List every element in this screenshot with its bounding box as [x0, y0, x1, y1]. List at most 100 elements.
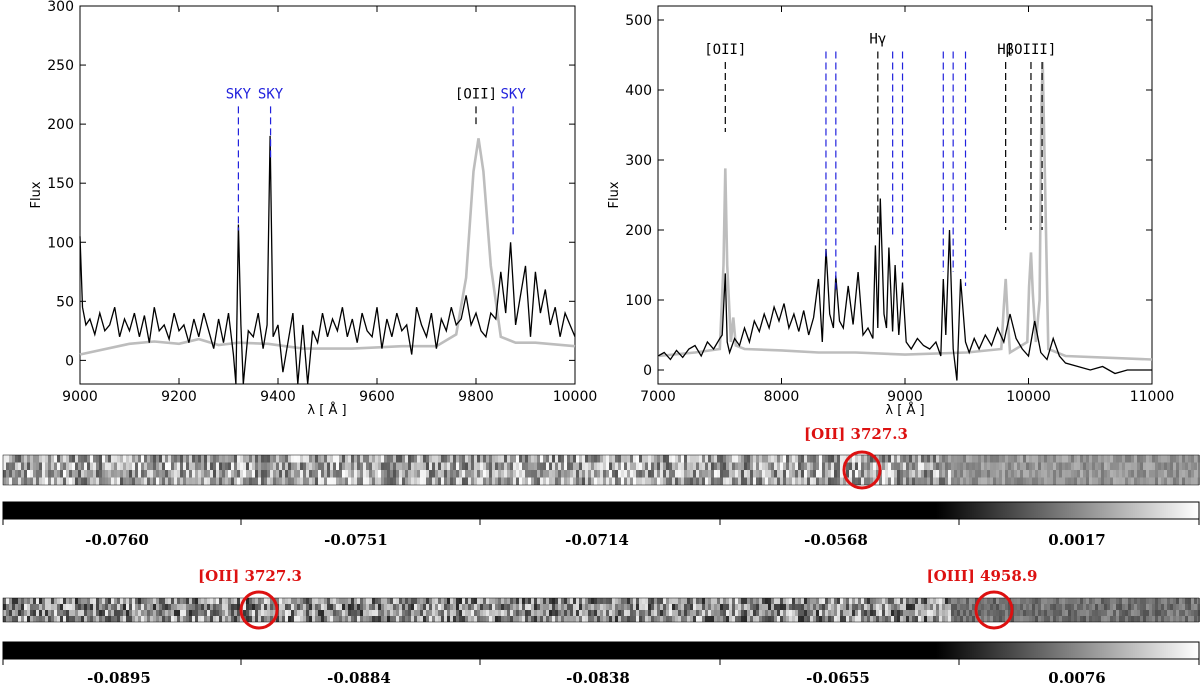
strip-pixel: [588, 462, 591, 470]
strip-pixel: [3, 477, 6, 485]
strip-pixel: [915, 455, 918, 463]
strip-pixel: [180, 604, 183, 610]
x-tick-label: 9600: [359, 389, 395, 405]
strip-pixel: [483, 598, 486, 604]
strip-pixel: [1197, 455, 1200, 463]
strip-pixel: [1077, 462, 1080, 470]
strip-pixel: [45, 470, 48, 478]
strip-pixel: [291, 470, 294, 478]
strip-pixel: [177, 598, 180, 604]
strip-pixel: [786, 598, 789, 604]
strip-pixel: [723, 470, 726, 478]
strip-pixel: [297, 598, 300, 604]
strip-pixel: [1068, 604, 1071, 610]
strip-pixel: [969, 604, 972, 610]
strip-pixel: [384, 598, 387, 604]
strip-pixel: [360, 462, 363, 470]
strip-pixel: [747, 477, 750, 485]
strip-pixel: [738, 477, 741, 485]
strip-pixel: [1074, 616, 1077, 622]
strip-pixel: [696, 470, 699, 478]
strip-pixel: [759, 604, 762, 610]
strip-pixel: [1035, 455, 1038, 463]
strip-pixel: [1056, 610, 1059, 616]
strip-pixel: [903, 455, 906, 463]
strip-pixel: [798, 470, 801, 478]
strip-pixel: [909, 477, 912, 485]
strip-pixel: [561, 610, 564, 616]
strip-pixel: [432, 604, 435, 610]
strip-pixel: [306, 455, 309, 463]
strip-pixel: [744, 477, 747, 485]
strip-pixel: [306, 610, 309, 616]
strip-pixel: [804, 616, 807, 622]
strip-pixel: [339, 455, 342, 463]
strip-pixel: [162, 604, 165, 610]
strip-pixel: [786, 477, 789, 485]
strip-pixel: [435, 477, 438, 485]
strip-pixel: [351, 604, 354, 610]
strip-pixel: [324, 470, 327, 478]
strip-pixel: [216, 477, 219, 485]
strip-pixel: [1014, 470, 1017, 478]
strip-pixel: [432, 462, 435, 470]
strip-pixel: [138, 477, 141, 485]
strip-pixel: [171, 616, 174, 622]
strip-pixel: [585, 470, 588, 478]
strip-pixel: [867, 477, 870, 485]
strip-pixel: [12, 598, 15, 604]
strip-pixel: [705, 610, 708, 616]
strip-pixel: [642, 604, 645, 610]
strip-pixel: [696, 610, 699, 616]
strip-pixel: [825, 462, 828, 470]
strip-pixel: [699, 598, 702, 604]
strip-pixel: [840, 477, 843, 485]
strip-pixel: [1011, 462, 1014, 470]
strip-pixel: [1191, 462, 1194, 470]
strip-pixel: [774, 616, 777, 622]
strip-pixel: [624, 470, 627, 478]
strip-pixel: [1161, 598, 1164, 604]
strip-pixel: [873, 604, 876, 610]
strip-pixel: [249, 616, 252, 622]
strip-pixel: [558, 610, 561, 616]
strip-pixel: [456, 604, 459, 610]
strip-pixel: [66, 604, 69, 610]
strip-pixel: [48, 604, 51, 610]
strip-pixel: [1053, 477, 1056, 485]
strip-pixel: [861, 598, 864, 604]
strip-pixel: [108, 610, 111, 616]
strip-pixel: [1128, 610, 1131, 616]
strip-pixel: [1032, 462, 1035, 470]
strip-pixel: [747, 455, 750, 463]
strip-pixel: [60, 477, 63, 485]
strip-pixel: [840, 462, 843, 470]
strip-pixel: [156, 462, 159, 470]
strip-pixel: [771, 470, 774, 478]
strip-pixel: [804, 610, 807, 616]
strip-pixel: [549, 477, 552, 485]
strip-pixel: [1137, 462, 1140, 470]
strip-pixel: [552, 598, 555, 604]
strip-pixel: [228, 462, 231, 470]
strip-pixel: [477, 598, 480, 604]
strip-pixel: [111, 470, 114, 478]
strip-pixel: [777, 616, 780, 622]
strip-pixel: [699, 455, 702, 463]
strip-pixel: [729, 477, 732, 485]
strip-pixel: [966, 462, 969, 470]
strip-pixel: [90, 470, 93, 478]
strip-pixel: [432, 598, 435, 604]
strip-pixel: [741, 610, 744, 616]
strip-pixel: [636, 455, 639, 463]
strip-pixel: [543, 604, 546, 610]
strip-pixel: [135, 477, 138, 485]
strip-pixel: [711, 616, 714, 622]
strip-pixel: [1146, 462, 1149, 470]
strip-pixel: [498, 604, 501, 610]
strip-pixel: [1128, 604, 1131, 610]
strip-pixel: [1140, 604, 1143, 610]
strip-pixel: [255, 610, 258, 616]
strip-pixel: [768, 598, 771, 604]
strip-pixel: [117, 462, 120, 470]
